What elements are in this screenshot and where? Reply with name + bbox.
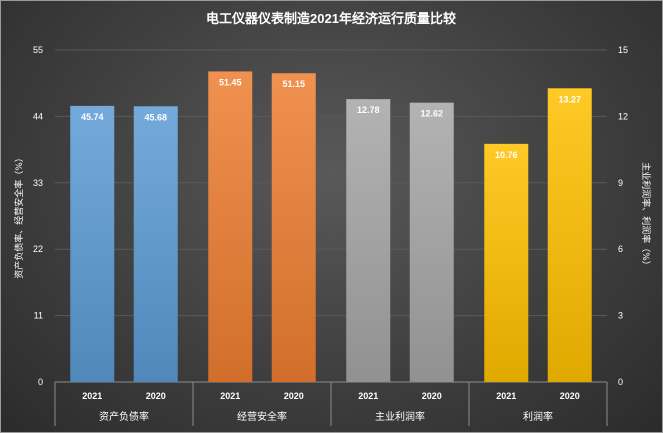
x-tick-year: 2020 [146, 391, 166, 401]
right-tick-label: 9 [618, 178, 623, 188]
left-axis-title: 资产负债率、经营安全率（%） [13, 153, 25, 279]
right-tick-label: 12 [618, 111, 628, 121]
data-label: 51.45 [219, 77, 242, 87]
bar-经营安全率-2021 [208, 71, 253, 383]
left-tick-label: 0 [38, 377, 43, 387]
data-label: 12.62 [420, 109, 443, 119]
x-category-label: 资产负债率 [99, 410, 149, 423]
left-tick-label: 44 [33, 111, 43, 121]
x-tick-year: 2021 [496, 391, 516, 401]
right-axis-title: 主业利润率、利润率（%） [640, 162, 652, 270]
x-category-label: 主业利润率 [375, 410, 425, 423]
right-tick-label: 3 [618, 311, 623, 321]
left-tick-label: 22 [33, 244, 43, 254]
bar-series [70, 71, 592, 383]
x-tick-year: 2020 [422, 391, 442, 401]
right-tick-label: 0 [618, 377, 623, 387]
bar-资产负债率-2021 [70, 105, 115, 382]
x-category-label: 利润率 [523, 410, 553, 423]
bar-资产负债率-2020 [133, 106, 178, 382]
x-category-label: 经营安全率 [237, 410, 287, 423]
bar-主业利润率-2021 [346, 99, 391, 383]
bar-经营安全率-2020 [271, 73, 316, 383]
x-axis: 2021 2020 资产负债率 2021 2020 经营安全率 2021 2020 主业利润率 2… [54, 382, 608, 426]
bar-主业利润率-2020 [409, 102, 454, 382]
x-tick-year: 2020 [560, 391, 580, 401]
data-label: 45.74 [81, 112, 104, 122]
data-label: 12.78 [357, 105, 380, 115]
data-label: 51.15 [282, 79, 305, 89]
x-tick-year: 2020 [284, 391, 304, 401]
right-tick-label: 6 [618, 244, 623, 254]
bar-利润率-2020 [547, 88, 592, 383]
chart-title: 电工仪器仪表制造2021年经济运行质量比较 [206, 11, 456, 26]
right-axis-ticks: 0 3 6 9 12 15 [618, 45, 628, 387]
left-tick-label: 55 [33, 45, 43, 55]
x-tick-year: 2021 [358, 391, 378, 401]
x-tick-year: 2021 [82, 391, 102, 401]
data-labels: 45.74 45.68 51.45 51.15 12.78 12.62 10.76 13.27 [81, 77, 581, 159]
left-tick-label: 33 [33, 178, 43, 188]
bar-利润率-2021 [484, 143, 529, 382]
left-axis-ticks: 0 11 22 33 44 55 [33, 45, 43, 387]
data-label: 45.68 [144, 112, 167, 122]
right-tick-label: 15 [618, 45, 628, 55]
data-label: 13.27 [558, 94, 581, 104]
data-label: 10.76 [495, 150, 518, 160]
x-tick-year: 2021 [220, 391, 240, 401]
left-tick-label: 11 [34, 311, 43, 321]
